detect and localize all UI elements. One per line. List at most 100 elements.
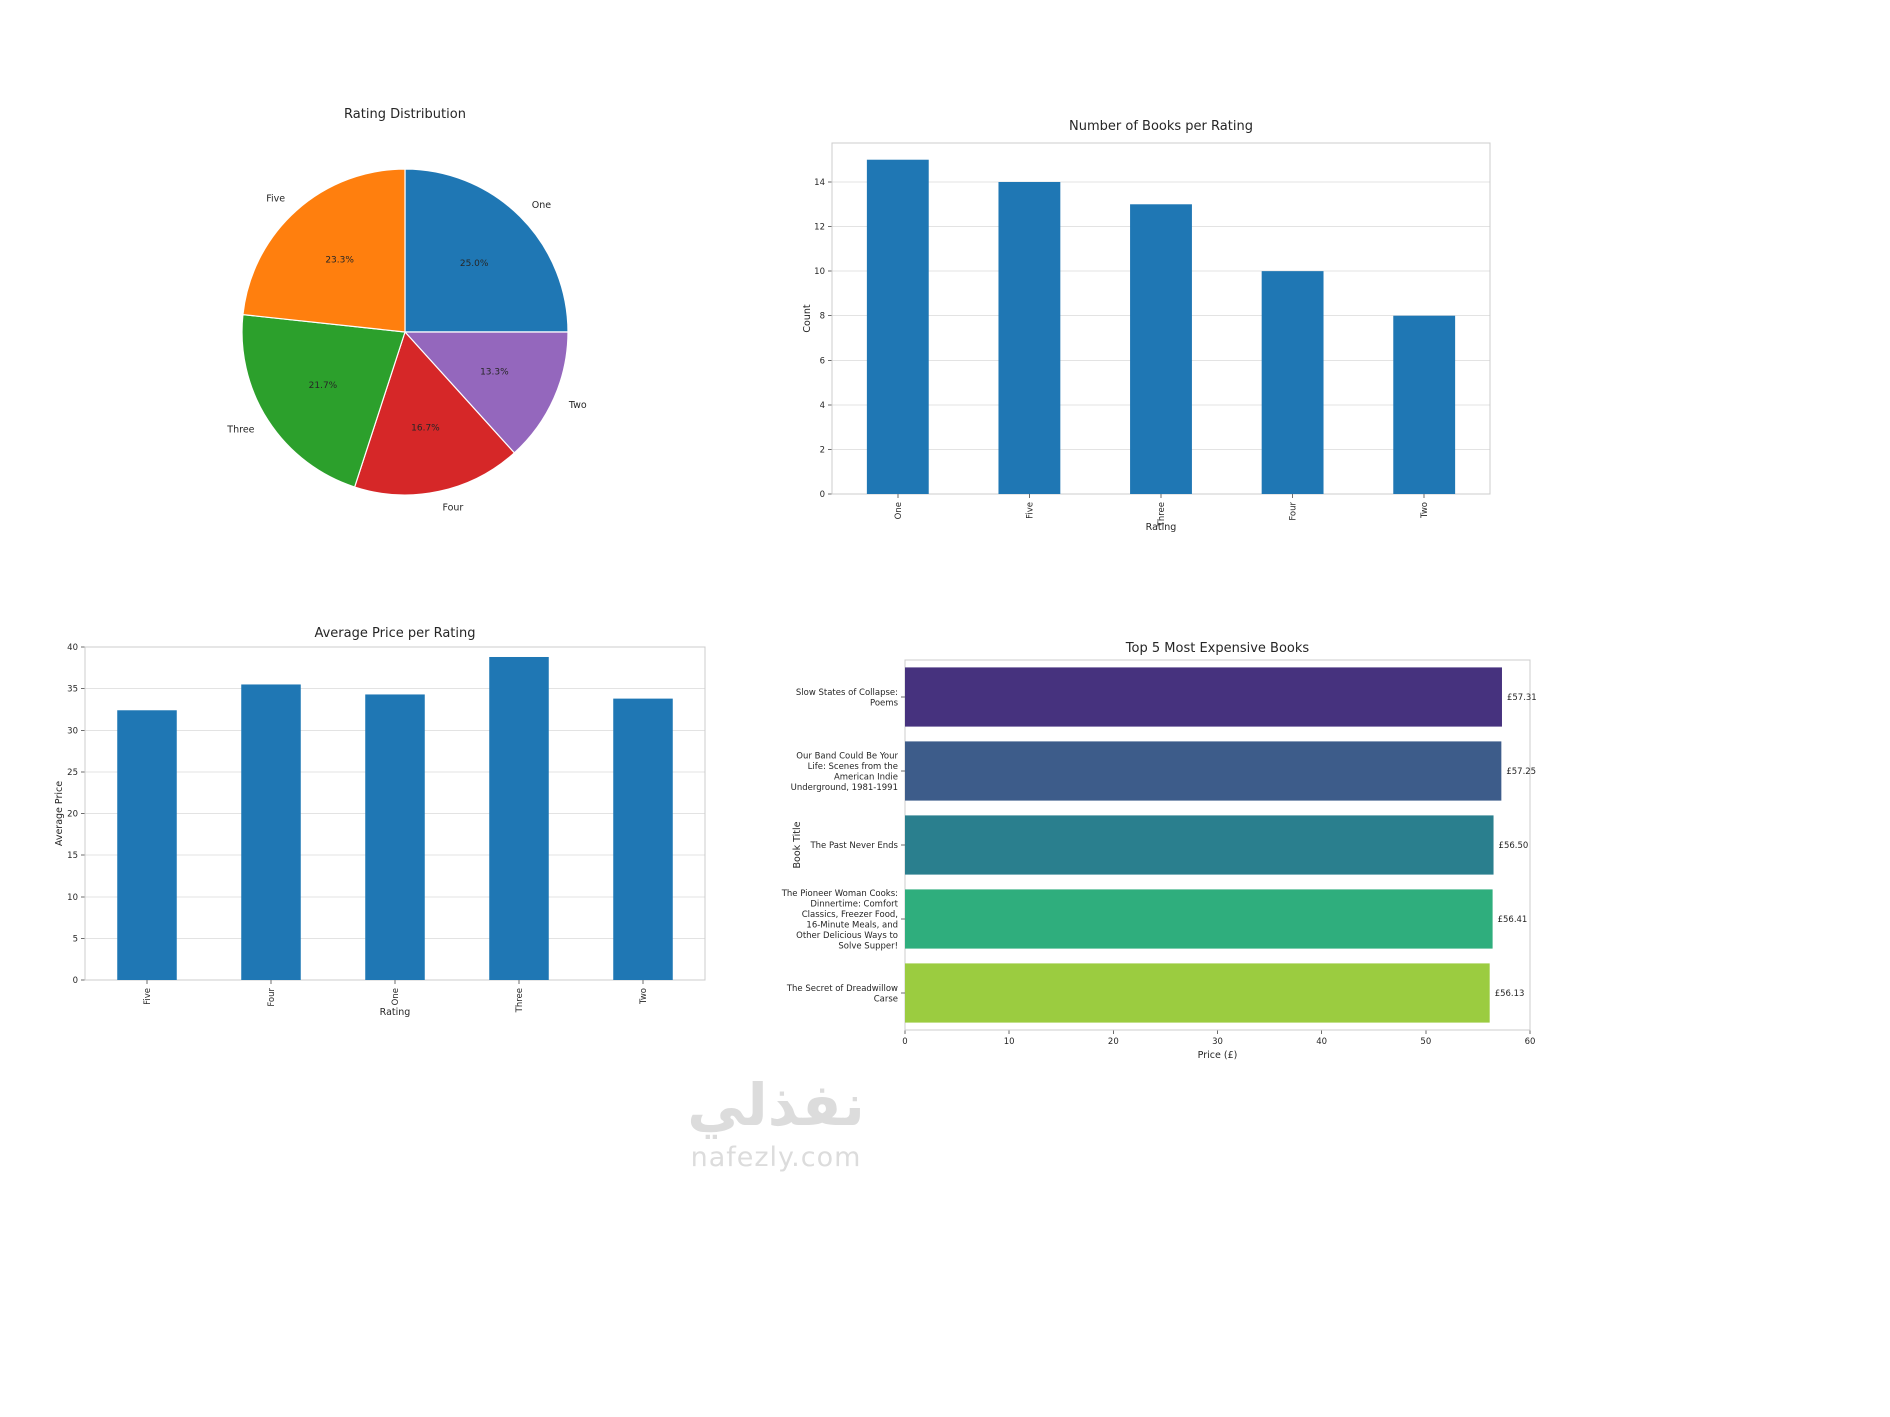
book-title-label: Classics, Freezer Food, [802, 910, 898, 920]
y-tick-label: 30 [67, 726, 78, 736]
y-axis-label: Book Title [792, 821, 803, 868]
book-bar-0 [905, 667, 1502, 727]
bar-one [365, 694, 425, 980]
x-tick-label: 20 [1108, 1037, 1119, 1047]
x-tick-label: 0 [902, 1037, 907, 1047]
x-tick-label: One [391, 988, 401, 1005]
book-bar-1 [905, 741, 1502, 801]
bar-two [1393, 315, 1456, 494]
y-tick-label: 0 [73, 976, 78, 986]
y-axis-label: Count [802, 304, 813, 332]
x-axis-label: Price (£) [1198, 1050, 1238, 1061]
x-tick-label: 50 [1420, 1037, 1431, 1047]
bar-value-label: £56.13 [1495, 989, 1525, 999]
pie-slice-label: Two [568, 400, 587, 411]
chart-title: Number of Books per Rating [1069, 119, 1253, 134]
bar-three [1130, 204, 1192, 494]
y-tick-label: 25 [67, 768, 78, 778]
book-title-label: The Secret of Dreadwillow [786, 984, 898, 994]
bar-value-label: £57.25 [1506, 767, 1536, 777]
pie-percent-label: 16.7% [411, 424, 440, 434]
book-bar-4 [905, 963, 1490, 1023]
x-tick-label: 30 [1212, 1037, 1223, 1047]
x-tick-label: Four [267, 987, 277, 1006]
book-bar-3 [905, 889, 1493, 949]
y-tick-label: 2 [820, 445, 825, 455]
book-title-label: Our Band Could Be Your [796, 751, 898, 761]
bar-five [117, 710, 177, 980]
book-title-label: 16-Minute Meals, and [806, 920, 898, 930]
x-tick-label: Two [639, 988, 649, 1005]
pie-slice-label: One [532, 200, 551, 211]
watermark: نفذلي nafezly.com [560, 1075, 992, 1173]
bar-chart-average-price-per-rating: Average Price per Rating 0 5 10 15 20 25 30 35 40… [54, 626, 706, 1018]
book-title-label: Carse [874, 994, 898, 1004]
bar-value-label: £56.41 [1498, 915, 1528, 925]
x-tick-label: One [894, 502, 904, 519]
bar-value-label: £56.50 [1499, 841, 1529, 851]
y-axis-label: Average Price [54, 781, 65, 846]
book-title-label: The Pioneer Woman Cooks: [781, 889, 898, 899]
book-title-label: Poems [870, 698, 899, 708]
y-tick-label: 4 [820, 401, 825, 411]
x-axis-label: Rating [380, 1007, 411, 1018]
x-tick-label: 40 [1316, 1037, 1327, 1047]
x-tick-label: Five [1025, 502, 1035, 519]
pie-slice-two [403, 331, 569, 454]
book-title-label: Underground, 1981-1991 [791, 783, 898, 793]
bar-chart-books-per-rating: Number of Books per Rating 0 2 4 6 8 10 12 14 One… [802, 119, 1491, 533]
y-tick-label: 14 [814, 178, 825, 188]
y-tick-label: 40 [67, 643, 78, 653]
bar-value-label: £57.31 [1507, 693, 1537, 703]
book-title-label: American Indie [834, 772, 898, 782]
pie-percent-label: 13.3% [480, 368, 509, 378]
book-title-label: Slow States of Collapse: [796, 688, 898, 698]
book-title-label: The Past Never Ends [809, 841, 898, 851]
chart-title: Average Price per Rating [314, 626, 475, 641]
pie-slice-label: Five [266, 194, 285, 205]
y-tick-label: 8 [820, 312, 825, 322]
x-tick-label: Two [1420, 502, 1430, 519]
x-tick-label: Three [515, 988, 525, 1013]
x-tick-label: Three [1157, 502, 1167, 527]
bar-four [241, 684, 301, 980]
pie-percent-label: 23.3% [325, 255, 354, 265]
y-tick-label: 12 [814, 223, 825, 233]
watermark-arabic-text: نفذلي [687, 1071, 865, 1139]
pie-slice-four [353, 330, 516, 496]
bar-two [613, 698, 673, 980]
x-tick-label: 10 [1004, 1037, 1015, 1047]
pie-percent-label: 21.7% [309, 381, 338, 391]
y-tick-label: 0 [820, 490, 825, 500]
pie-slice-three [241, 313, 406, 488]
bar-five [998, 182, 1061, 494]
bar-one [866, 159, 929, 494]
x-tick-label: 60 [1525, 1037, 1536, 1047]
pie-percent-label: 25.0% [460, 259, 489, 269]
hbar-chart-top5-expensive-books: Top 5 Most Expensive Books 0 10 20 30 40 50 60 £… [781, 641, 1537, 1061]
chart-title: Rating Distribution [344, 107, 466, 122]
chart-title: Top 5 Most Expensive Books [1125, 641, 1310, 656]
y-tick-label: 5 [73, 934, 78, 944]
y-tick-label: 6 [820, 356, 825, 366]
y-tick-label: 10 [67, 893, 78, 903]
watermark-site-text: nafezly.com [690, 1141, 862, 1173]
book-title-label: Other Delicious Ways to [796, 931, 898, 941]
bar-three [489, 656, 549, 980]
book-bar-2 [905, 815, 1494, 875]
pie-slice-label: Three [226, 424, 254, 435]
x-tick-label: Five [143, 988, 153, 1005]
y-tick-label: 15 [67, 851, 78, 861]
x-axis-label: Rating [1146, 522, 1177, 533]
bar-four [1261, 271, 1324, 494]
pie-slice-one [404, 168, 569, 333]
y-tick-label: 10 [814, 267, 825, 277]
y-tick-label: 20 [67, 810, 78, 820]
pie-slice-five [242, 168, 406, 333]
y-tick-label: 35 [67, 685, 78, 695]
book-title-label: Life: Scenes from the [808, 762, 898, 772]
pie-chart-rating-distribution: Rating Distribution 25.0% One 13.3% Two 16.7%… [226, 107, 587, 513]
book-title-label: Solve Supper! [838, 941, 898, 951]
book-title-label: Dinnertime: Comfort [810, 899, 898, 909]
